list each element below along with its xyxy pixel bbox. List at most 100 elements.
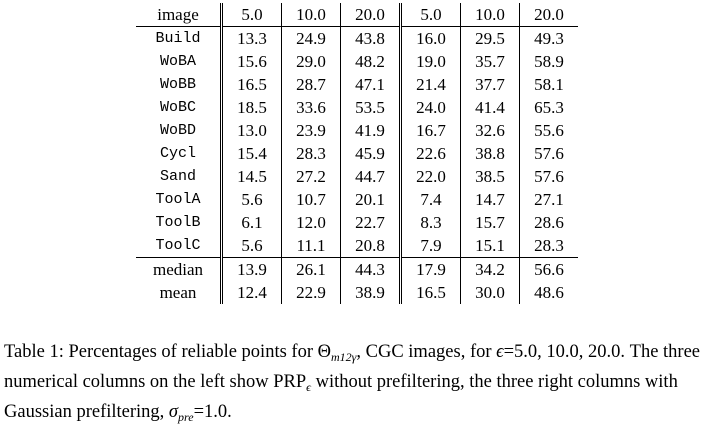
results-table: image 5.0 10.0 20.0 5.0 10.0 20.0 Build 1… xyxy=(136,3,578,304)
row-label: ToolC xyxy=(155,237,201,254)
table-cell: 26.1 xyxy=(281,257,341,281)
table-cell: 20.8 xyxy=(340,234,401,258)
table-cell: 8.3 xyxy=(399,211,461,234)
table-cell: 48.6 xyxy=(519,281,578,304)
caption-symbol: σ xyxy=(168,402,179,422)
caption-text: =5.0, 10.0, 20.0. The three numerical co… xyxy=(4,342,701,392)
row-label: Sand xyxy=(159,168,196,185)
column-header: 20.0 xyxy=(519,3,578,27)
row-label: median xyxy=(136,257,222,281)
row-label: ToolB xyxy=(155,214,201,231)
table-cell: 27.2 xyxy=(281,165,341,188)
row-label: WoBA xyxy=(159,53,196,70)
table-cell: 28.7 xyxy=(281,73,341,96)
table-cell: 16.5 xyxy=(399,281,461,304)
row-label: mean xyxy=(159,283,197,302)
header-row: image 5.0 10.0 20.0 5.0 10.0 20.0 xyxy=(136,3,578,27)
table-cell: 38.9 xyxy=(340,281,401,304)
column-header-image: image xyxy=(136,3,222,27)
table-cell: 28.6 xyxy=(519,211,578,234)
table-row: ToolA 5.6 10.7 20.1 7.4 14.7 27.1 xyxy=(136,188,578,211)
table-cell: 28.3 xyxy=(519,234,578,258)
caption-text: =1.0. xyxy=(193,402,232,422)
table-cell: 29.5 xyxy=(460,26,520,50)
table-cell: 32.6 xyxy=(460,119,520,142)
table-cell: 38.5 xyxy=(460,165,520,188)
table-cell: 33.6 xyxy=(281,96,341,119)
column-header: 20.0 xyxy=(340,3,401,27)
table-cell: 15.7 xyxy=(460,211,520,234)
column-header: 5.0 xyxy=(399,3,461,27)
table-cell: 56.6 xyxy=(519,257,578,281)
row-label: ToolA xyxy=(155,191,201,208)
table-row: ToolB 6.1 12.0 22.7 8.3 15.7 28.6 xyxy=(136,211,578,234)
table-cell: 5.6 xyxy=(220,188,282,211)
table-row: WoBA 15.6 29.0 48.2 19.0 35.7 58.9 xyxy=(136,50,578,73)
table-cell: 22.7 xyxy=(340,211,401,234)
table-body: Build 13.3 24.9 43.8 16.0 29.5 49.3 WoBA 15.6 29.… xyxy=(136,26,578,304)
table-cell: 6.1 xyxy=(220,211,282,234)
table-row: WoBD 13.0 23.9 41.9 16.7 32.6 55.6 xyxy=(136,119,578,142)
table-cell: 38.8 xyxy=(460,142,520,165)
table-cell: 65.3 xyxy=(519,96,578,119)
row-label: WoBD xyxy=(159,122,196,139)
table-row: Sand 14.5 27.2 44.7 22.0 38.5 57.6 xyxy=(136,165,578,188)
table-cell: 10.7 xyxy=(281,188,341,211)
table-cell: 23.9 xyxy=(281,119,341,142)
table-cell: 13.3 xyxy=(220,26,282,50)
caption-symbol: ϵ xyxy=(496,342,504,362)
table-cell: 19.0 xyxy=(399,50,461,73)
table-cell: 24.0 xyxy=(399,96,461,119)
row-label: WoBB xyxy=(159,76,196,93)
summary-row: mean 12.4 22.9 38.9 16.5 30.0 48.6 xyxy=(136,281,578,304)
table-cell: 45.9 xyxy=(340,142,401,165)
table-cell: 7.4 xyxy=(399,188,461,211)
table-cell: 15.6 xyxy=(220,50,282,73)
table-row: Cycl 15.4 28.3 45.9 22.6 38.8 57.6 xyxy=(136,142,578,165)
summary-row: median 13.9 26.1 44.3 17.9 34.2 56.6 xyxy=(136,257,578,281)
table-cell: 12.0 xyxy=(281,211,341,234)
caption-subscript: m12γ xyxy=(330,350,357,364)
table-row: WoBB 16.5 28.7 47.1 21.4 37.7 58.1 xyxy=(136,73,578,96)
table-row: WoBC 18.5 33.6 53.5 24.0 41.4 65.3 xyxy=(136,96,578,119)
table-cell: 18.5 xyxy=(220,96,282,119)
table-cell: 48.2 xyxy=(340,50,401,73)
table-cell: 11.1 xyxy=(281,234,341,258)
table-cell: 13.0 xyxy=(220,119,282,142)
table-cell: 53.5 xyxy=(340,96,401,119)
table-cell: 34.2 xyxy=(460,257,520,281)
table-cell: 41.4 xyxy=(460,96,520,119)
row-label: WoBC xyxy=(159,99,196,116)
table-cell: 17.9 xyxy=(399,257,461,281)
column-header: 10.0 xyxy=(281,3,341,27)
table-cell: 43.8 xyxy=(340,26,401,50)
table-cell: 29.0 xyxy=(281,50,341,73)
column-header: 5.0 xyxy=(220,3,282,27)
table-cell: 20.1 xyxy=(340,188,401,211)
table-cell: 35.7 xyxy=(460,50,520,73)
caption-text: , CGC images, for xyxy=(356,342,497,362)
table-cell: 58.9 xyxy=(519,50,578,73)
table-cell: 12.4 xyxy=(220,281,282,304)
caption-subscript: ϵ xyxy=(306,380,311,394)
column-header: 10.0 xyxy=(460,3,520,27)
table-cell: 37.7 xyxy=(460,73,520,96)
caption-text: without prefiltering, the three right co… xyxy=(4,372,678,422)
table-cell: 55.6 xyxy=(519,119,578,142)
table-cell: 41.9 xyxy=(340,119,401,142)
table-row: Build 13.3 24.9 43.8 16.0 29.5 49.3 xyxy=(136,26,578,50)
row-label: Cycl xyxy=(159,145,196,162)
table-cell: 15.4 xyxy=(220,142,282,165)
table-cell: 28.3 xyxy=(281,142,341,165)
table-cell: 58.1 xyxy=(519,73,578,96)
table-cell: 7.9 xyxy=(399,234,461,258)
table-cell: 49.3 xyxy=(519,26,578,50)
table-cell: 14.5 xyxy=(220,165,282,188)
table-cell: 30.0 xyxy=(460,281,520,304)
table-cell: 5.6 xyxy=(220,234,282,258)
table-cell: 13.9 xyxy=(220,257,282,281)
table-cell: 22.0 xyxy=(399,165,461,188)
table-row: ToolC 5.6 11.1 20.8 7.9 15.1 28.3 xyxy=(136,234,578,258)
table-cell: 27.1 xyxy=(519,188,578,211)
table-cell: 16.7 xyxy=(399,119,461,142)
